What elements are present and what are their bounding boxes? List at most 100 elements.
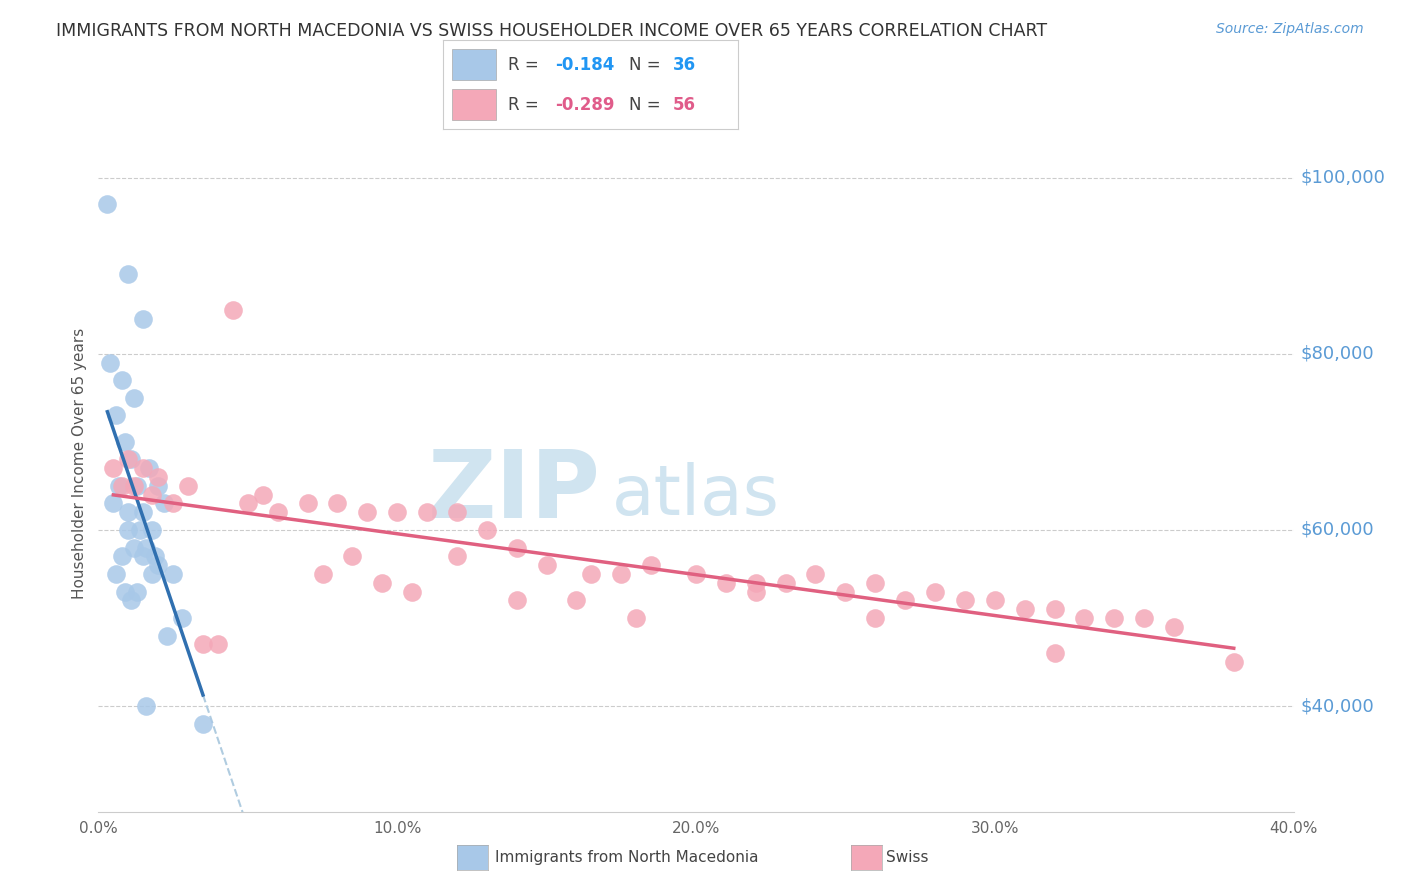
Point (506, 593, 529, 607)
Point (111, 479, 134, 493)
Point (311, 566, 333, 581)
Point (385, 505, 409, 519)
Point (153, 496, 176, 510)
Point (1014, 602, 1036, 616)
Point (326, 496, 349, 510)
Point (356, 505, 378, 519)
FancyBboxPatch shape (451, 89, 496, 120)
Point (156, 629, 179, 643)
Point (624, 611, 647, 625)
Point (124, 479, 146, 493)
Point (342, 549, 364, 564)
Point (117, 268, 139, 282)
Point (252, 488, 274, 502)
Text: 56: 56 (673, 96, 696, 114)
Point (446, 549, 468, 564)
Point (1102, 611, 1125, 625)
Point (132, 549, 155, 564)
Point (96, 197, 118, 211)
Point (536, 558, 558, 573)
Point (111, 373, 134, 387)
Point (127, 584, 149, 599)
Point (162, 566, 184, 581)
Point (1222, 655, 1246, 669)
Point (371, 575, 394, 590)
Point (148, 558, 170, 573)
Text: Swiss: Swiss (886, 850, 928, 864)
Text: atlas: atlas (612, 462, 780, 529)
Point (108, 479, 131, 493)
Point (714, 575, 737, 590)
Point (804, 566, 827, 581)
Point (775, 575, 797, 590)
Text: Source: ZipAtlas.com: Source: ZipAtlas.com (1216, 22, 1364, 37)
Point (581, 566, 603, 581)
Point (610, 566, 633, 581)
Point (297, 496, 319, 510)
Point (745, 575, 768, 590)
Point (640, 558, 662, 573)
Point (120, 593, 142, 607)
Point (98, 355, 122, 369)
Point (191, 716, 214, 731)
Point (983, 593, 1005, 607)
Point (132, 505, 155, 519)
Point (267, 505, 290, 519)
Point (401, 584, 423, 599)
Point (834, 584, 856, 599)
Point (132, 311, 155, 326)
Point (114, 434, 136, 449)
Point (446, 505, 468, 519)
Point (117, 452, 139, 467)
Point (105, 409, 128, 423)
Point (127, 479, 149, 493)
Text: $80,000: $80,000 (1301, 344, 1374, 363)
Text: Immigrants from North Macedonia: Immigrants from North Macedonia (495, 850, 758, 864)
Point (1043, 602, 1066, 616)
Point (132, 461, 155, 475)
Point (148, 479, 170, 493)
Point (141, 566, 163, 581)
Point (506, 541, 529, 555)
Point (162, 496, 184, 510)
Point (685, 566, 707, 581)
Text: R =: R = (508, 56, 544, 74)
Point (117, 523, 139, 537)
Point (114, 584, 136, 599)
Point (143, 549, 166, 564)
Point (1163, 620, 1185, 634)
Text: -0.184: -0.184 (555, 56, 614, 74)
Point (124, 391, 146, 405)
Y-axis label: Householder Income Over 65 years: Householder Income Over 65 years (72, 328, 87, 599)
Point (117, 505, 139, 519)
Point (207, 637, 229, 651)
Point (105, 566, 128, 581)
Point (111, 549, 134, 564)
Text: 36: 36 (673, 56, 696, 74)
Point (135, 699, 157, 714)
Point (177, 479, 200, 493)
Text: N =: N = (628, 96, 666, 114)
Point (103, 461, 125, 475)
Point (863, 575, 886, 590)
Point (236, 496, 259, 510)
Text: ZIP: ZIP (427, 446, 600, 538)
Point (141, 488, 163, 502)
Point (135, 541, 157, 555)
Point (138, 461, 160, 475)
Point (1133, 611, 1156, 625)
Text: $100,000: $100,000 (1301, 169, 1385, 186)
Point (565, 593, 588, 607)
Point (475, 523, 498, 537)
Point (924, 584, 946, 599)
Text: N =: N = (628, 56, 666, 74)
Point (745, 584, 768, 599)
Point (124, 541, 146, 555)
FancyBboxPatch shape (451, 49, 496, 80)
Point (1043, 646, 1066, 660)
Point (222, 302, 245, 317)
Point (191, 637, 214, 651)
Point (1073, 611, 1095, 625)
Point (141, 523, 163, 537)
Text: $40,000: $40,000 (1301, 697, 1374, 715)
